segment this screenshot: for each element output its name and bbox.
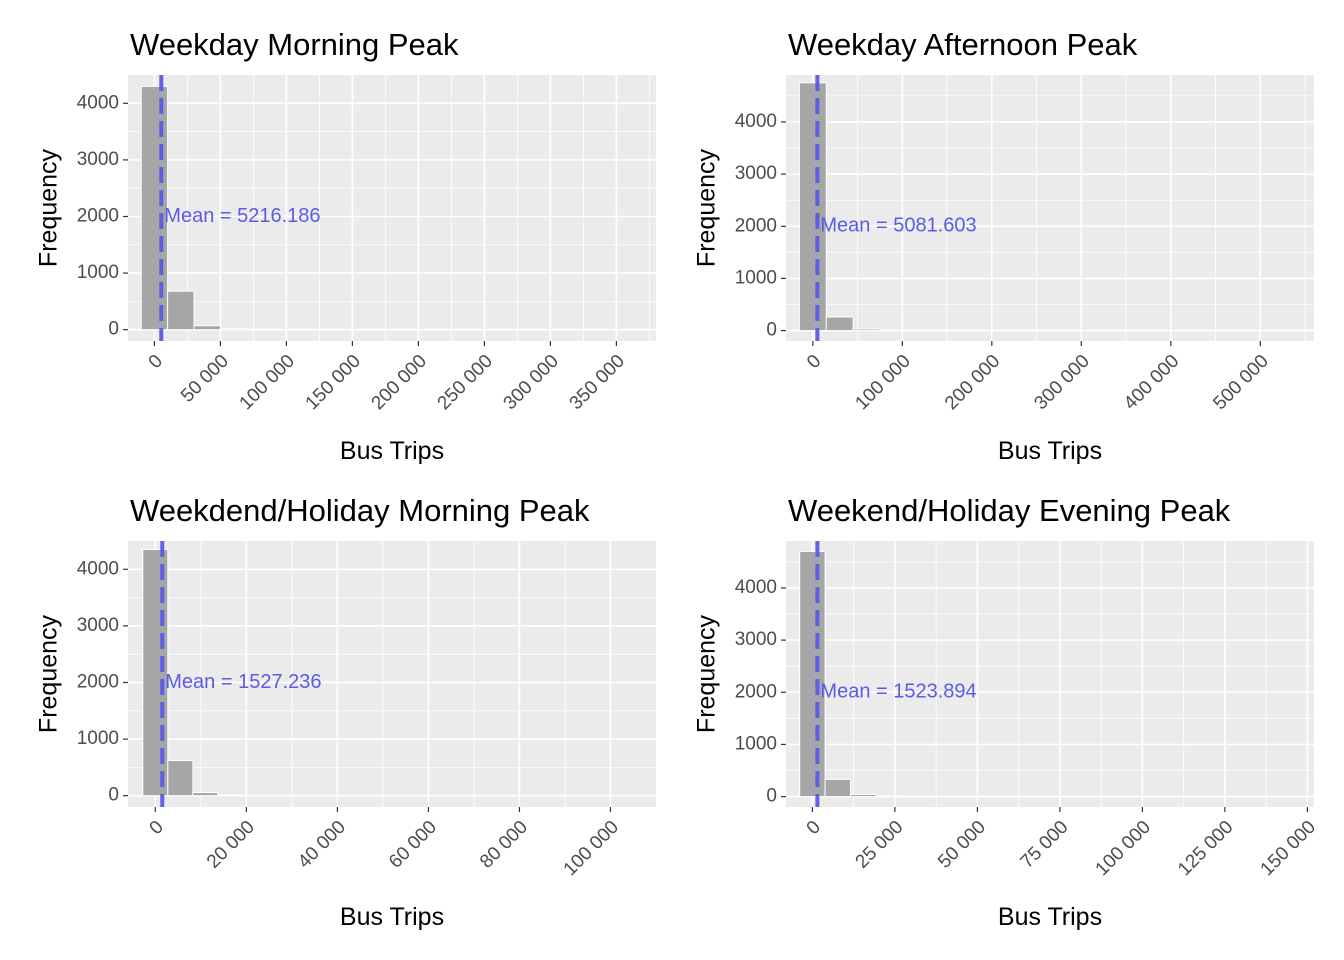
y-tick-label: 0 [108, 319, 119, 340]
chart-title: Weekdend/Holiday Morning Peak [130, 493, 590, 528]
y-tick-label: 3000 [735, 163, 777, 184]
histogram-bar [167, 760, 194, 797]
x-tick-label: 250 000 [434, 351, 497, 414]
y-tick-label: 4000 [77, 92, 119, 113]
y-tick-label: 3000 [735, 629, 777, 650]
x-tick-label: 60 000 [385, 817, 441, 873]
y-tick-label: 2000 [77, 206, 119, 227]
x-tick-label: 0 [145, 351, 167, 373]
x-tick-label: 100 000 [560, 817, 623, 880]
chart-title: Weekday Afternoon Peak [788, 27, 1138, 62]
x-tick-label: 150 000 [1257, 817, 1320, 880]
y-tick-label: 3000 [77, 615, 119, 636]
histogram-bar [850, 793, 877, 798]
y-tick-label: 2000 [735, 681, 777, 702]
histogram-panel: Mean = 5081.603 0 1000 2000 3000 4000 0 100 000… [693, 27, 1314, 465]
histogram-bar [167, 290, 195, 331]
x-axis-title: Bus Trips [340, 903, 444, 931]
y-axis-title: Frequency [35, 614, 63, 733]
x-tick-label: 150 000 [302, 351, 365, 414]
mean-annotation: Mean = 1527.236 [165, 671, 321, 693]
y-axis-title: Frequency [35, 148, 63, 267]
y-tick-label: 1000 [735, 267, 777, 288]
y-axis-title: Frequency [693, 148, 721, 267]
chart-title: Weekday Morning Peak [130, 27, 459, 62]
y-tick-label: 0 [766, 320, 777, 341]
x-tick-label: 50 000 [934, 817, 990, 873]
x-tick-label: 0 [146, 817, 168, 839]
x-tick-label: 400 000 [1120, 351, 1183, 414]
x-tick-label: 25 000 [852, 817, 908, 873]
x-tick-label: 500 000 [1209, 351, 1272, 414]
x-tick-label: 50 000 [177, 351, 233, 407]
y-tick-label: 4000 [735, 577, 777, 598]
histogram-bar [219, 328, 248, 331]
y-tick-label: 1000 [77, 262, 119, 283]
x-tick-label: 100 000 [1092, 817, 1155, 880]
mean-annotation: Mean = 1523.894 [820, 681, 976, 703]
x-tick-label: 0 [803, 351, 825, 373]
y-axis-title: Frequency [693, 614, 721, 733]
x-tick-label: 100 000 [852, 351, 915, 414]
histogram-bar [193, 325, 221, 331]
x-tick-label: 200 000 [941, 351, 1004, 414]
mean-annotation: Mean = 5081.603 [820, 215, 976, 237]
histogram-panel: Mean = 1527.236 0 1000 2000 3000 4000 0 20 000 4… [35, 493, 656, 931]
histogram-bar [798, 82, 827, 332]
panel-background [786, 75, 1314, 341]
histogram-panel: Mean = 1523.894 0 1000 2000 3000 4000 0 25 000 5… [693, 493, 1320, 931]
y-tick-label: 1000 [77, 728, 119, 749]
x-tick-label: 0 [803, 817, 825, 839]
y-tick-label: 4000 [77, 558, 119, 579]
histogram-bar [852, 328, 881, 332]
x-axis-title: Bus Trips [998, 903, 1102, 931]
y-tick-label: 0 [766, 786, 777, 807]
histogram-bar [875, 795, 902, 798]
histogram-bar [217, 794, 244, 797]
y-tick-label: 1000 [735, 733, 777, 754]
x-tick-label: 80 000 [476, 817, 532, 873]
x-tick-label: 300 000 [1030, 351, 1093, 414]
histogram-bar [824, 778, 852, 798]
x-axis-title: Bus Trips [340, 437, 444, 465]
x-tick-label: 100 000 [236, 351, 299, 414]
histogram-bar [192, 792, 219, 797]
panel-background [128, 75, 656, 341]
panel-background [786, 541, 1314, 807]
histogram-bar [799, 550, 826, 798]
y-tick-label: 4000 [735, 111, 777, 132]
histogram-bar [825, 316, 854, 332]
y-tick-label: 0 [108, 785, 119, 806]
mean-annotation: Mean = 5216.186 [164, 205, 320, 227]
histogram-bar [879, 329, 908, 332]
x-tick-label: 20 000 [203, 817, 259, 873]
y-tick-label: 3000 [77, 149, 119, 170]
x-tick-label: 125 000 [1174, 817, 1237, 880]
y-tick-label: 2000 [77, 672, 119, 693]
x-tick-label: 350 000 [566, 351, 629, 414]
panel-background [128, 541, 656, 807]
x-axis-title: Bus Trips [998, 437, 1102, 465]
x-tick-label: 300 000 [500, 351, 563, 414]
x-tick-label: 200 000 [368, 351, 431, 414]
y-tick-label: 2000 [735, 215, 777, 236]
x-tick-label: 75 000 [1017, 817, 1073, 873]
chart-title: Weekend/Holiday Evening Peak [788, 493, 1231, 528]
x-tick-label: 40 000 [294, 817, 350, 873]
